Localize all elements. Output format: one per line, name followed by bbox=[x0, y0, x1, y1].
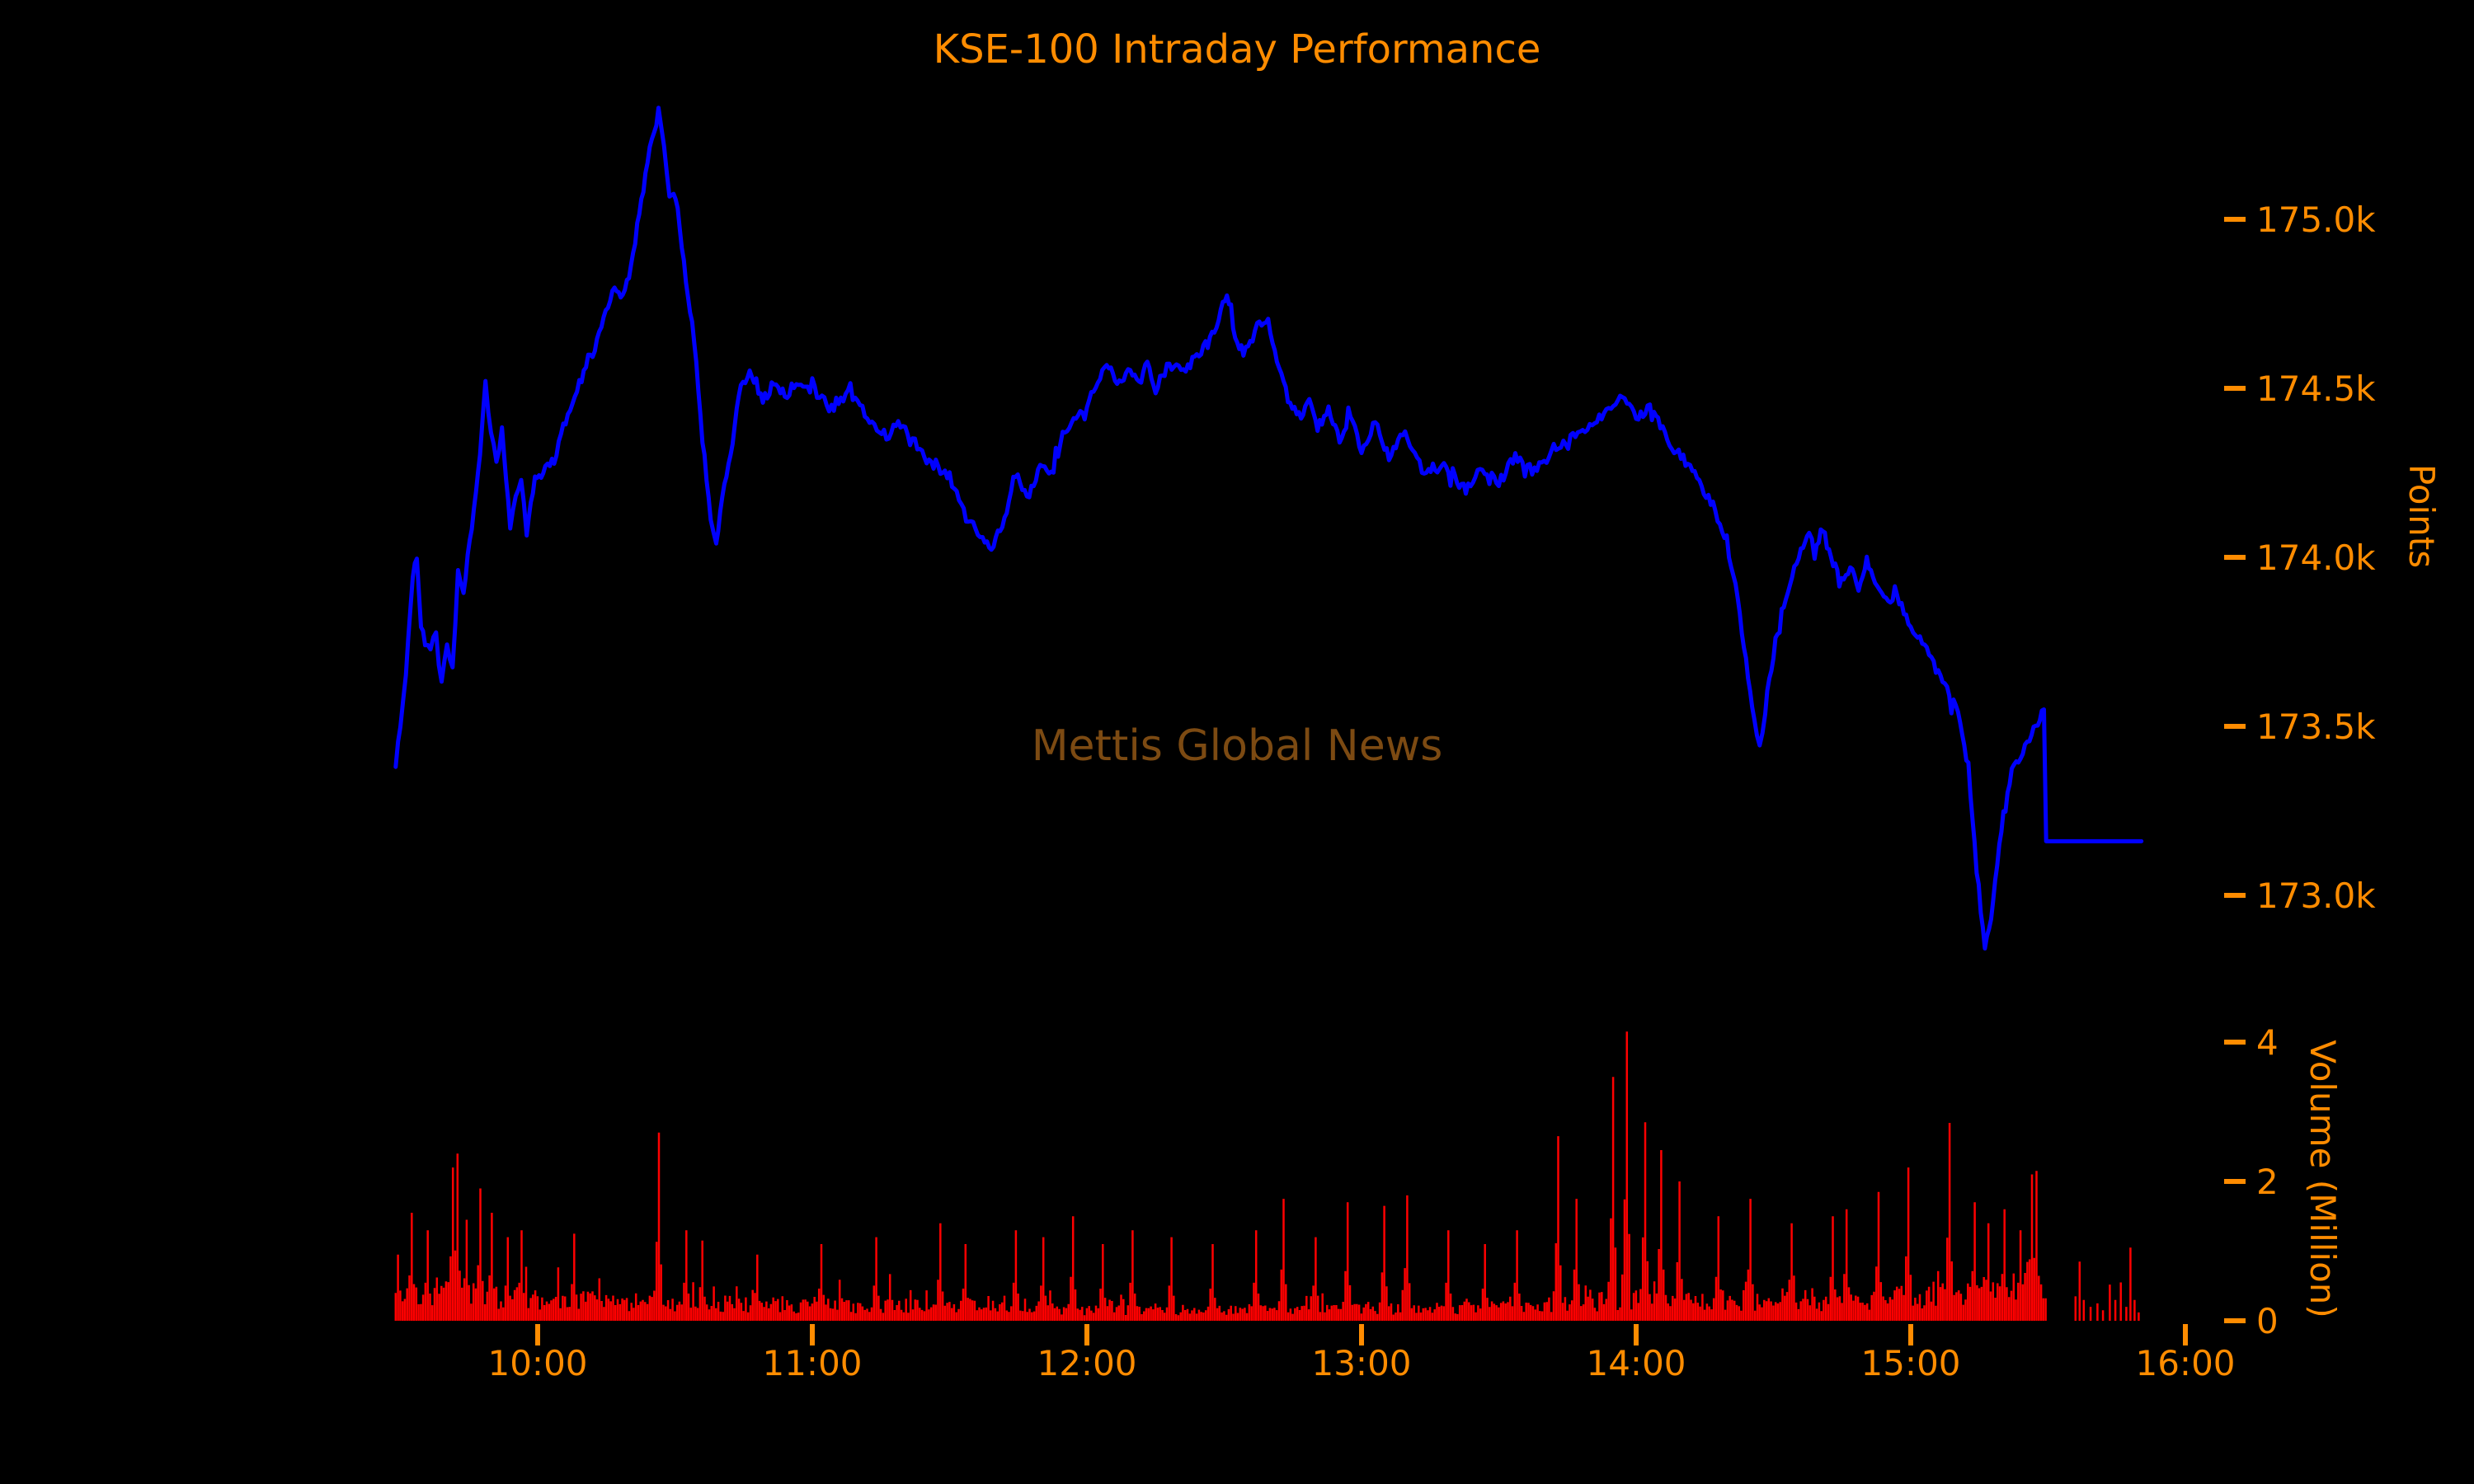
price-axis-title: Points bbox=[2401, 464, 2442, 568]
price-tick-label: 174.5k bbox=[2256, 369, 2376, 409]
time-axis: 10:00 11:00 12:00 13:00 14:00 15:00 16:00 bbox=[487, 1324, 2236, 1383]
time-tick-label: 13:00 bbox=[1311, 1343, 1411, 1383]
time-tick-label: 12:00 bbox=[1037, 1343, 1136, 1383]
time-tick-label: 15:00 bbox=[1860, 1343, 1960, 1383]
time-tick-mark bbox=[1908, 1324, 1913, 1345]
price-tick-label: 175.0k bbox=[2256, 200, 2376, 240]
volume-axis-title: Volume (Million) bbox=[2302, 1040, 2343, 1318]
time-tick-label: 14:00 bbox=[1586, 1343, 1686, 1383]
time-tick-mark bbox=[535, 1324, 540, 1345]
volume-tick-mark bbox=[2224, 1179, 2246, 1184]
watermark: Mettis Global News bbox=[1032, 721, 1443, 771]
volume-bars-series bbox=[394, 1031, 2140, 1321]
volume-tick-label: 4 bbox=[2256, 1022, 2279, 1063]
price-line-path bbox=[393, 106, 2144, 951]
time-tick-mark bbox=[2183, 1324, 2188, 1345]
volume-tick-label: 0 bbox=[2256, 1301, 2279, 1341]
volume-tick-label: 2 bbox=[2256, 1162, 2279, 1202]
volume-bars-path bbox=[394, 1031, 2140, 1321]
price-tick-mark bbox=[2224, 724, 2246, 729]
price-axis: 175.0k 174.5k 174.0k 173.5k 173.0k bbox=[2224, 200, 2376, 916]
time-tick-label: 10:00 bbox=[487, 1343, 587, 1383]
price-line-series bbox=[393, 106, 2144, 951]
volume-tick-mark bbox=[2224, 1318, 2246, 1323]
price-tick-mark bbox=[2224, 555, 2246, 560]
price-tick-mark bbox=[2224, 386, 2246, 391]
time-tick-mark bbox=[1084, 1324, 1089, 1345]
price-tick-mark bbox=[2224, 217, 2246, 222]
price-tick-mark bbox=[2224, 893, 2246, 898]
time-tick-mark bbox=[810, 1324, 815, 1345]
time-tick-label: 16:00 bbox=[2135, 1343, 2235, 1383]
chart-title: KSE-100 Intraday Performance bbox=[934, 26, 1541, 73]
time-tick-mark bbox=[1359, 1324, 1364, 1345]
volume-axis: 4 2 0 bbox=[2224, 1022, 2279, 1341]
time-tick-label: 11:00 bbox=[762, 1343, 862, 1383]
price-tick-label: 174.0k bbox=[2256, 538, 2376, 578]
price-tick-label: 173.5k bbox=[2256, 707, 2376, 747]
volume-tick-mark bbox=[2224, 1040, 2246, 1045]
price-tick-label: 173.0k bbox=[2256, 876, 2376, 916]
time-tick-mark bbox=[1634, 1324, 1639, 1345]
